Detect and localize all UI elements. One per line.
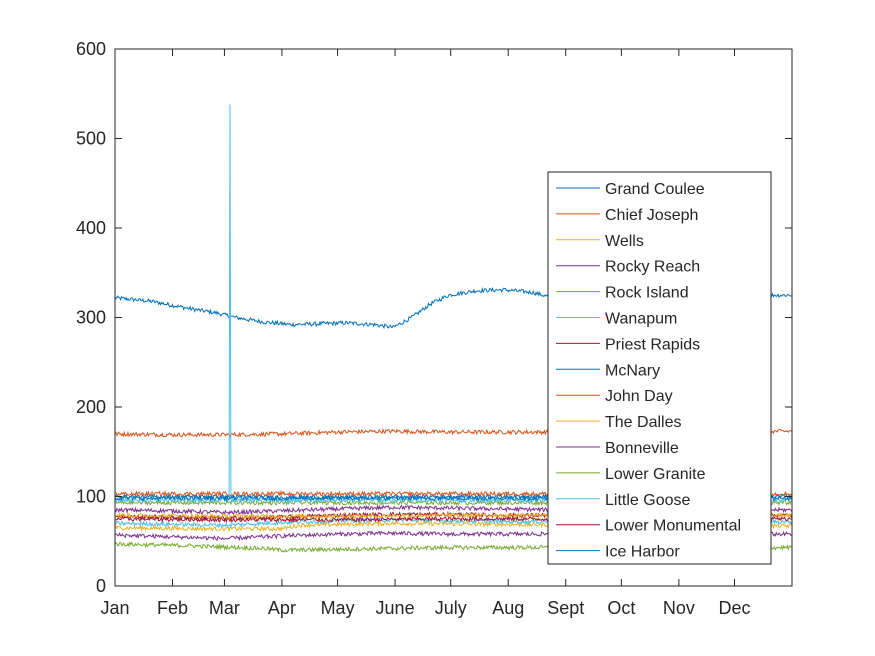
legend-label: Bonneville — [605, 440, 679, 457]
x-tick-label: Oct — [607, 598, 635, 618]
legend-label: Wells — [605, 233, 644, 250]
x-tick-label: Feb — [157, 598, 188, 618]
y-tick-label: 600 — [76, 39, 106, 59]
x-tick-label: Jan — [100, 598, 129, 618]
y-tick-label: 0 — [96, 576, 106, 596]
y-axis: 0 100 200 300 400 500 600 — [76, 39, 792, 596]
x-tick-label: Apr — [268, 598, 296, 618]
legend-label: Rock Island — [605, 285, 689, 302]
x-tick-label: Sept — [547, 598, 584, 618]
legend-label: Chief Joseph — [605, 207, 698, 224]
legend-label: Ice Harbor — [605, 544, 680, 561]
y-tick-label: 400 — [76, 218, 106, 238]
legend-label: Priest Rapids — [605, 336, 700, 353]
y-tick-label: 200 — [76, 397, 106, 417]
x-tick-label: Nov — [663, 598, 695, 618]
legend-label: Rocky Reach — [605, 259, 700, 276]
x-tick-label: July — [435, 598, 467, 618]
legend: Grand Coulee Chief Joseph Wells Rocky Reach… — [547, 171, 772, 565]
x-tick-label: Mar — [209, 598, 240, 618]
legend-label: The Dalles — [605, 414, 681, 431]
x-tick-label: May — [321, 598, 355, 618]
legend-label: Little Goose — [605, 492, 690, 509]
legend-label: Lower Granite — [605, 466, 706, 483]
y-tick-label: 300 — [76, 308, 106, 328]
y-tick-label: 500 — [76, 129, 106, 149]
x-axis: Jan Feb Mar Apr May June July Aug Sept Oct Nov Dec — [100, 49, 751, 618]
x-tick-label: Aug — [492, 598, 524, 618]
y-tick-label: 100 — [76, 487, 106, 507]
legend-label: Lower Monumental — [605, 518, 741, 535]
legend-label: McNary — [605, 362, 660, 379]
legend-label: Grand Coulee — [605, 181, 705, 198]
legend-label: Wanapum — [605, 311, 677, 328]
legend-label: John Day — [605, 388, 673, 405]
x-tick-label: June — [376, 598, 415, 618]
x-tick-label: Dec — [718, 598, 750, 618]
